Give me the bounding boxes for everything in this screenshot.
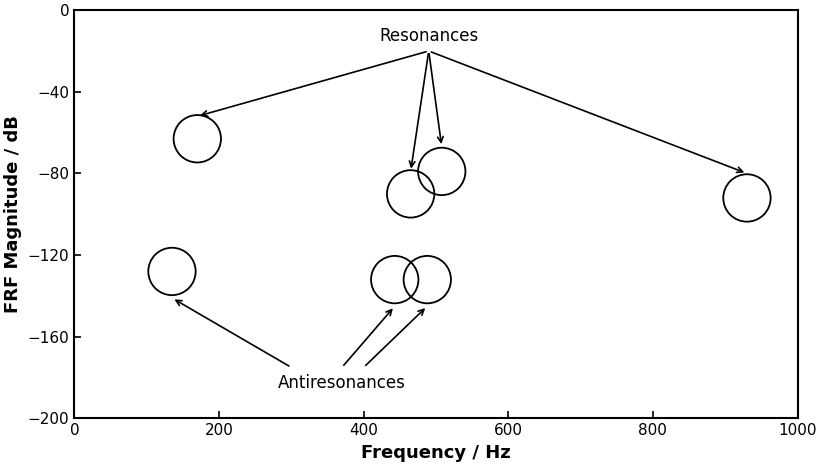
X-axis label: Frequency / Hz: Frequency / Hz [361, 444, 511, 462]
Text: Antiresonances: Antiresonances [278, 374, 406, 391]
Text: Resonances: Resonances [379, 27, 479, 45]
Y-axis label: FRF Magnitude / dB: FRF Magnitude / dB [4, 116, 22, 313]
